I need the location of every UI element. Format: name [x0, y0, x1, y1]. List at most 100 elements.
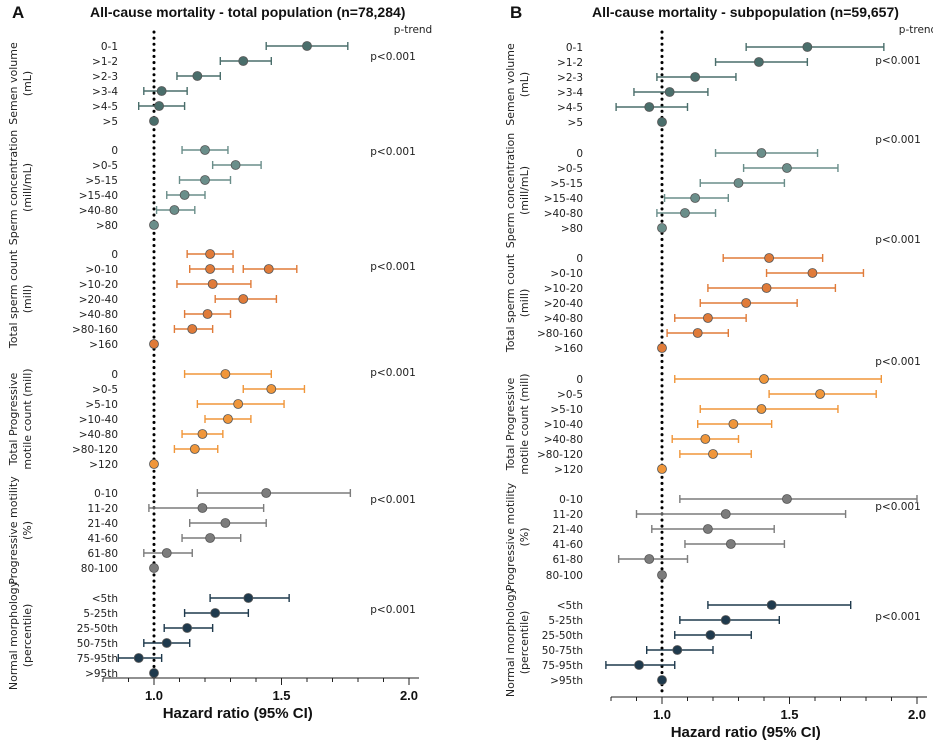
- category-label: >10-20: [79, 279, 118, 291]
- category-label: >120: [89, 459, 118, 471]
- category-label: 5-25th: [83, 608, 118, 620]
- group-label: Sperm concentration: [504, 133, 517, 248]
- category-label: >5-15: [550, 178, 583, 190]
- x-tick-label: 2.0: [400, 688, 418, 703]
- hazard-ratio-point: [766, 600, 777, 610]
- category-label: >160: [554, 343, 583, 355]
- category-label: >160: [89, 339, 118, 351]
- hazard-ratio-point: [782, 494, 792, 504]
- hazard-ratio-point: [149, 220, 159, 230]
- category-label: >5: [103, 116, 118, 128]
- category-label: >80-120: [72, 444, 118, 456]
- group-label-sub: (mill/mL): [518, 166, 531, 215]
- hazard-ratio-point: [764, 253, 774, 263]
- category-label: >15-40: [79, 190, 118, 202]
- hazard-ratio-point: [149, 563, 159, 573]
- hazard-ratio-point: [302, 41, 312, 51]
- hazard-ratio-point: [756, 148, 767, 158]
- group-label-sub: motile count (mill): [518, 373, 531, 474]
- hazard-ratio-point: [733, 178, 744, 188]
- hazard-ratio-point: [703, 524, 713, 534]
- category-label: 0-10: [559, 494, 583, 506]
- hazard-ratio-point: [741, 298, 752, 308]
- category-label: >1-2: [92, 56, 118, 68]
- group-label-sub: (mill): [518, 289, 531, 317]
- hazard-ratio-point: [672, 645, 683, 655]
- hazard-ratio-point: [720, 509, 731, 519]
- hazard-ratio-point: [692, 328, 703, 338]
- category-label: >40-80: [544, 313, 583, 325]
- category-label: >5-10: [85, 399, 118, 411]
- category-label: 0: [111, 369, 118, 381]
- group-label-sub: motile count (mill): [21, 368, 34, 469]
- category-label: >0-10: [85, 264, 118, 276]
- hazard-ratio-point: [149, 459, 159, 469]
- category-label: 21-40: [87, 518, 118, 530]
- hazard-ratio-point: [200, 145, 210, 155]
- p-trend-value: p<0.001: [370, 367, 416, 379]
- hazard-ratio-point: [187, 324, 198, 334]
- category-label: >0-5: [92, 160, 118, 172]
- hazard-ratio-point: [761, 283, 772, 293]
- hazard-ratio-point: [133, 653, 144, 663]
- hazard-ratio-point: [657, 223, 667, 233]
- group-label: Semen volume: [7, 42, 20, 125]
- category-label: >0-5: [92, 384, 118, 396]
- category-label: 50-75th: [542, 645, 583, 657]
- category-label: >0-5: [557, 389, 583, 401]
- hazard-ratio-point: [782, 163, 792, 173]
- p-trend-value: p<0.001: [370, 494, 416, 506]
- hazard-ratio-point: [179, 190, 190, 200]
- hazard-ratio-point: [154, 101, 165, 111]
- panel-letter: A: [12, 3, 24, 22]
- category-label: 75-95th: [77, 653, 118, 665]
- hazard-ratio-point: [161, 548, 172, 558]
- category-label: 0: [576, 374, 583, 386]
- category-label: >5-15: [85, 175, 118, 187]
- chart-title: All-cause mortality - total population (…: [90, 4, 405, 20]
- category-label: >10-40: [79, 414, 118, 426]
- hazard-ratio-point: [807, 268, 818, 278]
- category-label: >20-40: [79, 294, 118, 306]
- category-label: 25-50th: [542, 630, 583, 642]
- group-label: Normal morphology: [504, 587, 517, 697]
- hazard-ratio-point: [703, 313, 713, 323]
- category-label: >3-4: [92, 86, 118, 98]
- hazard-ratio-point: [690, 193, 701, 203]
- category-label: 5-25th: [548, 615, 583, 627]
- category-label: 0-1: [566, 42, 583, 54]
- category-label: >3-4: [557, 87, 583, 99]
- hazard-ratio-point: [266, 384, 277, 394]
- category-label: 11-20: [552, 509, 583, 521]
- hazard-ratio-point: [233, 399, 244, 409]
- group-label: Progressive motility: [504, 482, 517, 591]
- p-trend-value: p<0.001: [875, 134, 921, 146]
- category-label: >80-160: [537, 328, 583, 340]
- category-label: 0-1: [101, 41, 118, 53]
- category-label: >80-120: [537, 449, 583, 461]
- category-label: >40-80: [544, 208, 583, 220]
- category-label: 0: [111, 145, 118, 157]
- category-label: >1-2: [557, 57, 583, 69]
- hazard-ratio-point: [634, 660, 644, 670]
- hazard-ratio-point: [200, 175, 210, 185]
- x-tick-label: 1.0: [653, 707, 671, 722]
- hazard-ratio-point: [720, 615, 731, 625]
- hazard-ratio-point: [263, 264, 274, 274]
- x-axis-label: Hazard ratio (95% CI): [671, 724, 821, 741]
- category-label: >40-80: [79, 205, 118, 217]
- category-label: <5th: [92, 593, 118, 605]
- hazard-ratio-point: [690, 72, 701, 82]
- category-label: >5-10: [550, 404, 583, 416]
- hazard-ratio-point: [657, 343, 667, 353]
- category-label: >80-160: [72, 324, 118, 336]
- p-trend-value: p<0.001: [875, 501, 921, 513]
- hazard-ratio-point: [759, 374, 769, 384]
- category-label: >40-80: [544, 434, 583, 446]
- group-label: Sperm concentration: [7, 130, 20, 245]
- p-trend-value: p<0.001: [875, 611, 921, 623]
- category-label: 0: [576, 253, 583, 265]
- hazard-ratio-point: [700, 434, 711, 444]
- hazard-ratio-point: [644, 554, 655, 564]
